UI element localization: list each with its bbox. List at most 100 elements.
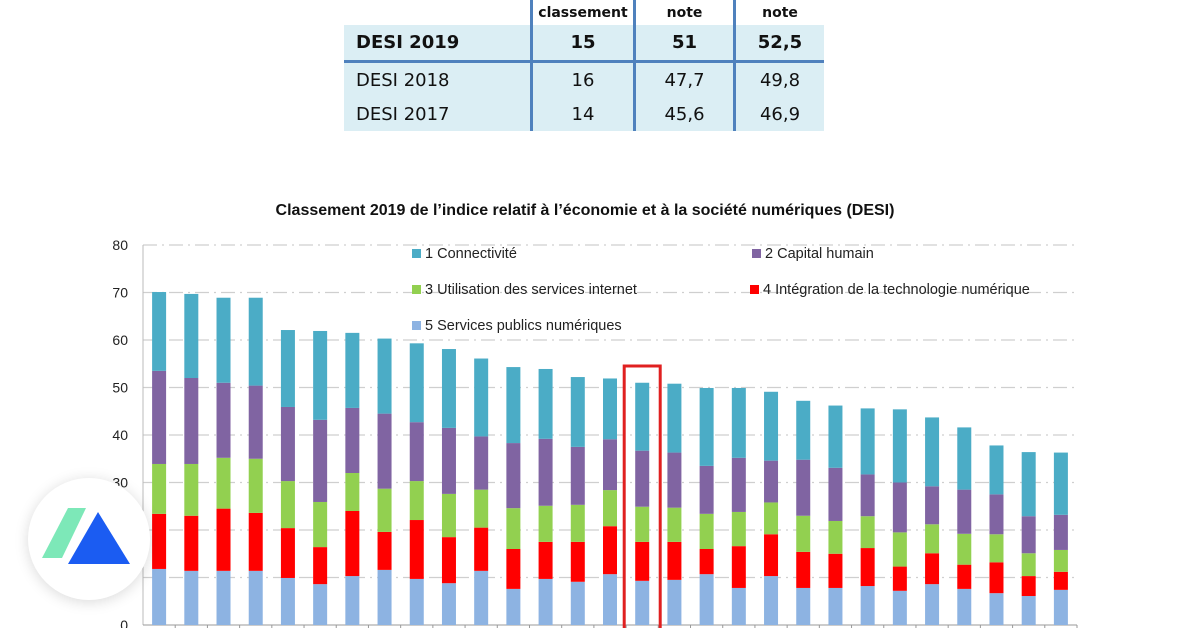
bar-segment [989,494,1004,535]
bar-segment [796,459,811,516]
legend-label: 3 Utilisation des services internet [425,282,637,298]
bar-segment [280,528,295,578]
legend: 1 Connectivité 2 Capital humain 3 Utilisat… [412,246,1030,334]
bar-segment [957,588,972,625]
bar-segment [538,578,553,625]
bar-segment [184,378,199,464]
bar-segment [925,524,940,554]
legend-swatch [412,321,421,330]
bar-stack [860,408,875,625]
bar-segment [828,467,843,521]
bar-segment [152,370,167,464]
legend-label: 5 Services publics numériques [425,318,622,334]
y-tick-label: 80 [112,237,128,253]
bar-segment [377,569,392,625]
bar-segment [764,391,779,461]
bar-segment [248,297,263,386]
bar-segment [152,463,167,514]
bar-segment [667,541,682,580]
bar-segment [506,549,521,589]
bar-segment [1021,576,1036,597]
bar-segment [345,511,360,577]
bar-segment [699,574,714,625]
bar-stack [570,377,585,625]
row-classement: 16 [530,61,635,97]
bar-segment [377,488,392,532]
table-row: DESI 2019 15 51 52,5 [344,25,824,63]
bar-stack [377,338,392,625]
y-tick-label: 40 [112,427,128,443]
bar-segment [731,587,746,625]
bar-segment [441,537,456,584]
bar-stack [957,427,972,625]
bar-segment [989,445,1004,495]
bar-stack [989,445,1004,625]
bar-segment [1021,553,1036,577]
bar-segment [731,457,746,512]
bar-segment [603,439,617,491]
bar-segment [699,387,714,466]
bar-segment [1053,589,1068,625]
bar-segment [570,504,585,542]
bar-stack [313,330,328,625]
bar-segment [280,330,295,407]
legend-swatch [750,285,759,294]
bar-segment [603,574,617,625]
legend-label: 2 Capital humain [765,246,874,262]
bar-segment [570,446,585,505]
bar-segment [892,532,907,567]
legend-item: 1 Connectivité [412,246,517,262]
bar-segment [635,541,650,581]
bar-segment [764,502,779,535]
logo [28,478,150,600]
bar-segment [667,383,682,453]
table-header-label [344,0,532,25]
bar-segment [667,452,682,508]
bar-segment [313,501,328,548]
bar-segment [280,406,295,482]
legend-item: 4 Intégration de la technologie numériqu… [750,282,1030,298]
bar-segment [280,577,295,625]
bar-segment [1053,452,1068,515]
row-note: 45,6 [633,97,735,131]
bar-stack [248,297,263,625]
bar-segment [409,520,424,579]
legend-label: 1 Connectivité [425,246,517,262]
bar-segment [957,489,972,534]
bar-segment [828,553,843,588]
logo-blue-triangle [68,512,130,564]
legend-swatch [412,249,421,258]
chart-title: Classement 2019 de l’indice relatif à l’… [276,202,895,219]
bar-segment [152,292,167,371]
bar-stack [538,368,553,625]
bar-segment [699,513,714,549]
bar-segment [731,511,746,547]
bar-segment [248,570,263,625]
bar-segment [925,584,940,625]
bar-segment [764,576,779,625]
bar-segment [377,338,392,414]
bar-segment [248,385,263,459]
bar-segment [796,400,811,460]
bar-segment [1021,516,1036,554]
row-note: 51 [633,25,735,63]
bar-segment [892,566,907,591]
bar-segment [1053,514,1068,550]
bar-segment [474,436,489,490]
bar-segment [377,413,392,489]
bar-stack [506,367,521,625]
bar-stack [828,405,843,625]
bar-segment [1053,549,1068,572]
bar-segment [925,553,940,585]
bar-segment [570,377,585,447]
bar-segment [828,520,843,554]
table-row: DESI 2018 16 47,7 49,8 [344,61,824,97]
bar-segment [441,583,456,625]
table-header-row: classement note note [344,0,824,25]
table-header-note: note [733,0,824,25]
bar-segment [860,474,875,517]
bar-segment [796,515,811,552]
bar-segment [925,486,940,525]
bar-stack [152,292,167,625]
